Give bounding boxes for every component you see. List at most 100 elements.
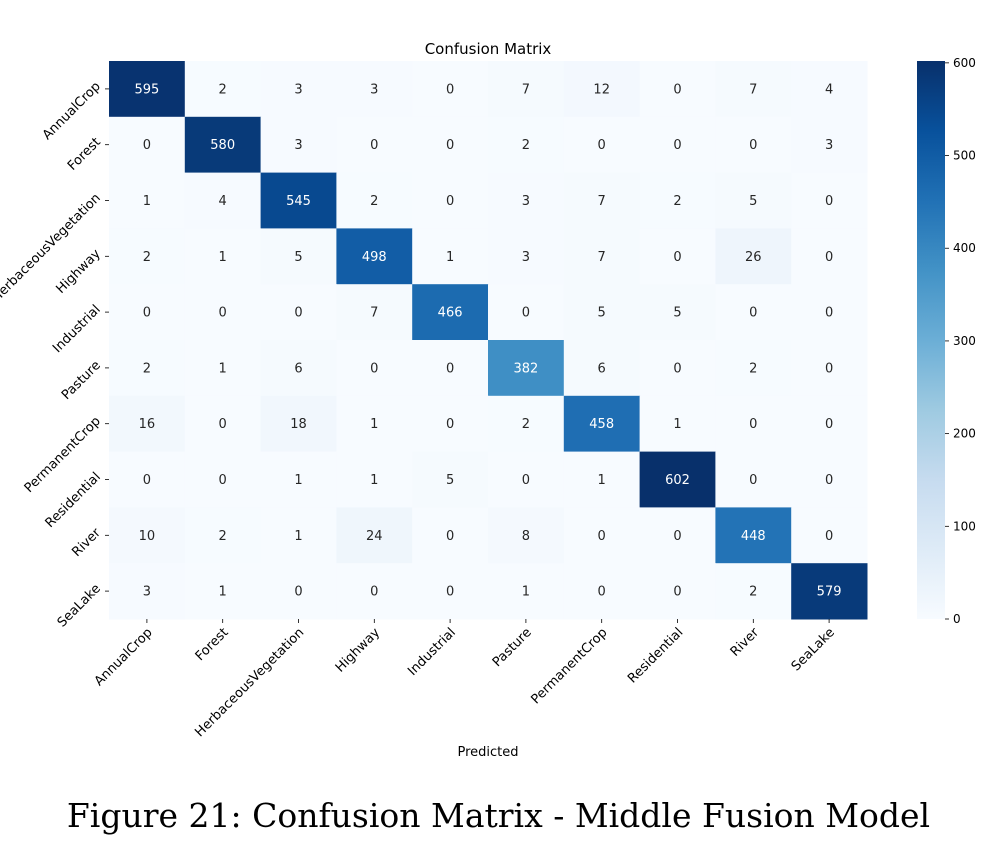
cell-value-label: 2 [370, 194, 378, 209]
x-axis-label: Predicted [457, 745, 518, 760]
cell-value-label: 2 [522, 138, 530, 153]
heatmap-cell [791, 284, 868, 341]
cell-value-label: 0 [598, 585, 606, 600]
heatmap-cell [639, 116, 716, 174]
heatmap-cell [184, 116, 262, 174]
cell-value-label: 448 [741, 529, 766, 544]
heatmap-cell [109, 172, 186, 229]
cell-value-label: 5 [749, 194, 757, 209]
cell-value-label: 2 [673, 194, 681, 209]
heatmap-cell [260, 507, 337, 564]
heatmap-cell [639, 172, 716, 229]
cell-value-label: 1 [673, 417, 681, 432]
heatmap-cell [260, 172, 337, 229]
heatmap-cell [488, 61, 565, 118]
heatmap-cell [184, 284, 262, 341]
cell-value-label: 0 [446, 417, 454, 432]
colorbar-tick-label: 300 [953, 334, 976, 348]
x-tick-label: Forest [193, 625, 232, 664]
x-tick-label: Pasture [490, 625, 535, 670]
cell-value-label: 7 [522, 82, 530, 97]
heatmap-cell [639, 340, 716, 397]
heatmap-cell [109, 395, 186, 453]
cell-value-label: 26 [745, 250, 762, 265]
cell-value-label: 1 [219, 585, 227, 600]
cell-value-label: 6 [294, 361, 302, 376]
cell-value-label: 0 [446, 585, 454, 600]
cell-value-label: 4 [219, 194, 227, 209]
y-tick-label: AnnualCrop [40, 79, 104, 143]
heatmap-cell [109, 563, 186, 620]
cell-value-label: 498 [362, 250, 387, 265]
x-tick-label: PermanentCrop [528, 625, 610, 707]
cell-value-label: 3 [522, 194, 530, 209]
heatmap-cell [715, 395, 792, 453]
cell-value-label: 0 [825, 529, 833, 544]
cell-value-label: 0 [143, 306, 151, 321]
heatmap-cell [715, 284, 792, 341]
heatmap-cell [639, 563, 716, 620]
cell-value-label: 7 [370, 306, 378, 321]
heatmap-cell [412, 507, 489, 564]
cell-value-label: 1 [522, 585, 530, 600]
cell-value-label: 0 [825, 250, 833, 265]
cell-value-label: 1 [219, 250, 227, 265]
heatmap-cell [260, 116, 337, 174]
heatmap-cell [109, 507, 186, 564]
cell-value-label: 0 [673, 529, 681, 544]
cell-value-label: 579 [817, 585, 842, 600]
heatmap-cell [336, 563, 413, 620]
cell-value-label: 0 [446, 194, 454, 209]
heatmap-cell [488, 563, 565, 620]
cell-value-label: 0 [522, 473, 530, 488]
colorbar-tick-label: 600 [953, 56, 976, 70]
x-tick-label: AnnualCrop [92, 625, 156, 689]
cell-value-label: 0 [673, 82, 681, 97]
cell-value-label: 2 [522, 417, 530, 432]
cell-value-label: 7 [749, 82, 757, 97]
colorbar [917, 61, 945, 619]
heatmap-cell [109, 61, 186, 118]
cell-value-label: 2 [219, 529, 227, 544]
heatmap-cell [412, 172, 489, 229]
cell-value-label: 1 [446, 250, 454, 265]
cell-value-label: 7 [598, 194, 606, 209]
heatmap-cell [336, 172, 413, 229]
cell-value-label: 1 [219, 361, 227, 376]
heatmap-cell [791, 507, 868, 564]
heatmap-cell [563, 395, 641, 453]
cell-value-label: 0 [598, 529, 606, 544]
heatmap-cell [715, 563, 792, 620]
heatmap-cell [109, 228, 186, 285]
cell-value-label: 3 [522, 250, 530, 265]
heatmap-cell [336, 284, 413, 341]
cell-value-label: 10 [139, 529, 156, 544]
cell-value-label: 382 [513, 361, 538, 376]
cell-value-label: 545 [286, 194, 311, 209]
cell-value-labels: 595 2 3 3 0 7 12 0 7 40 580 3 0 0 2 0 0 0 31 4 545 2 0 3 7 2 5 02 1 5… [134, 82, 841, 599]
cell-value-label: 3 [294, 138, 302, 153]
heatmap-cell [563, 172, 641, 229]
cell-value-label: 0 [749, 417, 757, 432]
heatmap-cell [563, 340, 641, 397]
x-tick-label: River [728, 625, 763, 660]
cell-value-label: 0 [825, 194, 833, 209]
confusion-matrix-chart: Confusion Matrix 595 2 3 3 0 7 12 0 7 40 580 3 0 0 2 0 0… [0, 40, 976, 760]
cell-value-label: 0 [825, 361, 833, 376]
cell-value-label: 0 [673, 585, 681, 600]
figure-caption: Figure 21: Confusion Matrix - Middle Fus… [66, 796, 931, 835]
cell-value-label: 0 [825, 306, 833, 321]
heatmap-cell [336, 116, 413, 174]
heatmap-cell [791, 395, 868, 453]
cell-value-label: 0 [294, 585, 302, 600]
heatmap-cell [791, 228, 868, 285]
cell-value-label: 3 [825, 138, 833, 153]
y-tick-label: Highway [54, 246, 105, 297]
colorbar-gradient [917, 61, 945, 619]
heatmap-cell [184, 172, 262, 229]
cell-value-label: 0 [673, 138, 681, 153]
cell-value-label: 2 [749, 585, 757, 600]
heatmap-cell [336, 228, 413, 285]
heatmap-cell [639, 61, 716, 118]
